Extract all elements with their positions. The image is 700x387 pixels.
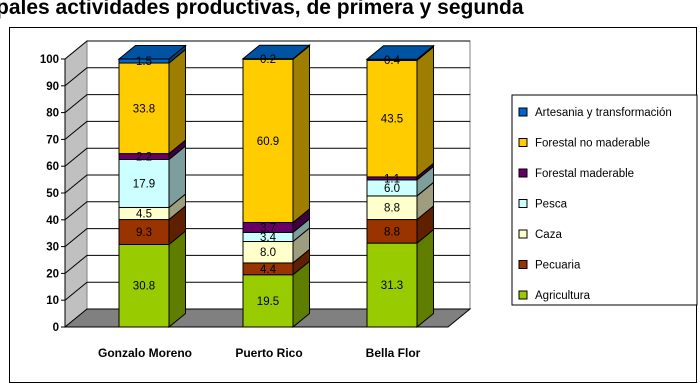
data-label: 8.8 [384,226,400,238]
gridline [64,67,470,87]
bar-segment-front [242,58,294,223]
gridline [64,254,470,274]
bar-top-face [365,45,435,60]
legend-swatch [518,168,528,178]
y-axis-group: 0 10 20 30 40 50 60 70 80 90 100 [40,40,470,334]
gridline [64,120,470,140]
bar-segment-side [168,229,186,329]
x-category-label: Gonzalo Moreno [98,346,192,360]
legend-swatch [518,107,528,117]
gridline [64,201,470,221]
legend-item: Pecuaria [518,260,581,272]
gridline [64,281,470,301]
data-label: 8.0 [260,247,276,259]
y-tick-label: 90 [46,81,59,93]
bar-stack: 19.5 4.4 8.0 3.43.7 60.9 0.2 [241,44,311,329]
bar-top-face [117,45,187,60]
bar-segment-side [416,228,434,329]
legend-item: Forestal no maderable [518,138,650,150]
data-label: 19.5 [257,296,279,308]
legend-label: Pesca [535,199,568,211]
x-category-label: Puerto Rico [235,346,302,360]
gridline [64,94,470,113]
y-tick-label: 20 [46,268,59,280]
legend-item: Agricultura [518,290,591,302]
data-label: 30.8 [133,281,155,293]
bar-segment-side [416,45,434,178]
data-label: 1.1 [384,173,400,185]
data-label: 0.4 [384,55,401,67]
y-tick-label: 10 [46,295,59,307]
data-label: 31.3 [381,280,403,292]
chart-title-text: pales actividades productivas, de primer… [0,0,524,19]
data-label: 3.7 [260,222,276,234]
bar-segment-front [366,59,418,178]
legend-swatch [518,229,528,239]
data-label: 1.5 [136,56,152,68]
y-tick-label: 0 [53,322,59,334]
data-label: 17.9 [133,178,155,190]
gridline [64,40,470,60]
y-tick-label: 70 [46,134,59,146]
legend-label: Artesania y transformación [535,107,672,119]
legend-label: Forestal maderable [535,168,634,180]
legend-swatch [518,138,528,147]
bar-segment-side [168,48,186,155]
legend-item: Forestal maderable [518,168,634,180]
y-tick-label: 60 [46,161,59,173]
bar-stack: 31.3 8.8 8.8 6.01.1 43.5 0.4 [365,44,435,329]
x-category-label: Bella Flor [366,346,421,360]
legend-swatch [518,199,528,208]
bar-top-face [241,44,311,60]
data-label: 9.3 [136,227,152,239]
y-tick-label: 100 [40,54,59,66]
legend-label: Pecuaria [535,260,581,272]
y-tick-label: 50 [46,188,59,200]
legend-item: Artesania y transformación [518,107,672,119]
data-label: 3.4 [260,232,277,244]
legend-item: Caza [518,229,562,241]
legend-label: Forestal no maderable [535,138,650,150]
data-label: 2.2 [136,152,152,164]
legend: Artesania y transformación Forestal no ma… [511,94,698,306]
y-tick-label: 80 [46,108,59,120]
legend-box [511,94,698,306]
bar-segment-side [292,44,310,224]
legend-label: Agricultura [535,290,591,302]
bar-segment-front [118,243,170,328]
bar-segment-front [118,62,170,155]
y-tick-label: 40 [46,215,59,227]
gridline [64,147,470,167]
data-label: 43.5 [381,114,403,126]
y-tick-label: 30 [46,242,59,254]
chart-title: pales actividades productivas, de primer… [0,0,700,26]
data-label: 8.8 [384,203,400,215]
legend-swatch [518,290,528,300]
data-label: 33.8 [133,103,155,115]
legend-swatch [518,260,528,269]
legend-item: Pesca [518,199,568,211]
legend-label: Caza [535,229,562,241]
gridline [64,174,470,194]
gridline [64,228,470,247]
data-label: 60.9 [257,136,279,148]
data-label: 6.0 [384,183,400,195]
data-label: 4.5 [136,209,152,221]
data-label: 4.4 [260,264,277,276]
data-label: 0.2 [260,54,276,66]
bar-stack: 30.8 9.3 4.5 17.9 2.2 33.8 1.5 [117,44,187,329]
